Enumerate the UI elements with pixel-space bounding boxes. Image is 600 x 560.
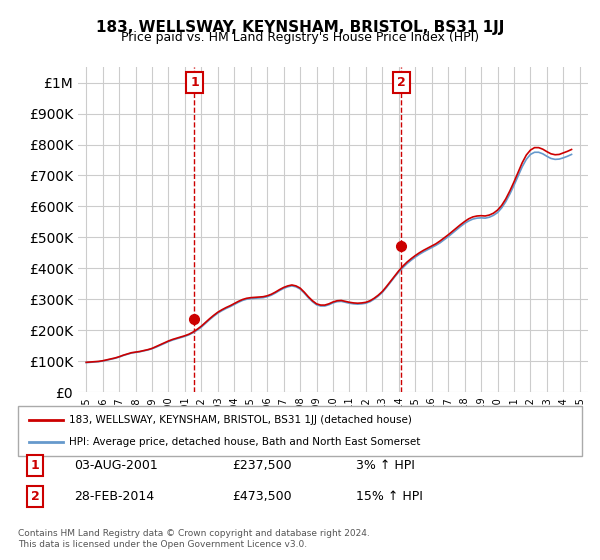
Text: 03-AUG-2001: 03-AUG-2001 bbox=[74, 459, 158, 472]
Text: £473,500: £473,500 bbox=[232, 490, 292, 503]
Text: 15% ↑ HPI: 15% ↑ HPI bbox=[356, 490, 423, 503]
Text: 28-FEB-2014: 28-FEB-2014 bbox=[74, 490, 155, 503]
Text: 3% ↑ HPI: 3% ↑ HPI bbox=[356, 459, 415, 472]
FancyBboxPatch shape bbox=[18, 406, 582, 456]
Text: 183, WELLSWAY, KEYNSHAM, BRISTOL, BS31 1JJ (detached house): 183, WELLSWAY, KEYNSHAM, BRISTOL, BS31 1… bbox=[69, 415, 412, 425]
Text: 1: 1 bbox=[31, 459, 39, 472]
Text: 1: 1 bbox=[190, 76, 199, 89]
Text: Price paid vs. HM Land Registry's House Price Index (HPI): Price paid vs. HM Land Registry's House … bbox=[121, 31, 479, 44]
Text: 2: 2 bbox=[397, 76, 406, 89]
Text: 183, WELLSWAY, KEYNSHAM, BRISTOL, BS31 1JJ: 183, WELLSWAY, KEYNSHAM, BRISTOL, BS31 1… bbox=[96, 20, 504, 35]
Text: Contains HM Land Registry data © Crown copyright and database right 2024.
This d: Contains HM Land Registry data © Crown c… bbox=[18, 529, 370, 549]
Text: HPI: Average price, detached house, Bath and North East Somerset: HPI: Average price, detached house, Bath… bbox=[69, 437, 420, 447]
Text: £237,500: £237,500 bbox=[232, 459, 292, 472]
Text: 2: 2 bbox=[31, 490, 39, 503]
